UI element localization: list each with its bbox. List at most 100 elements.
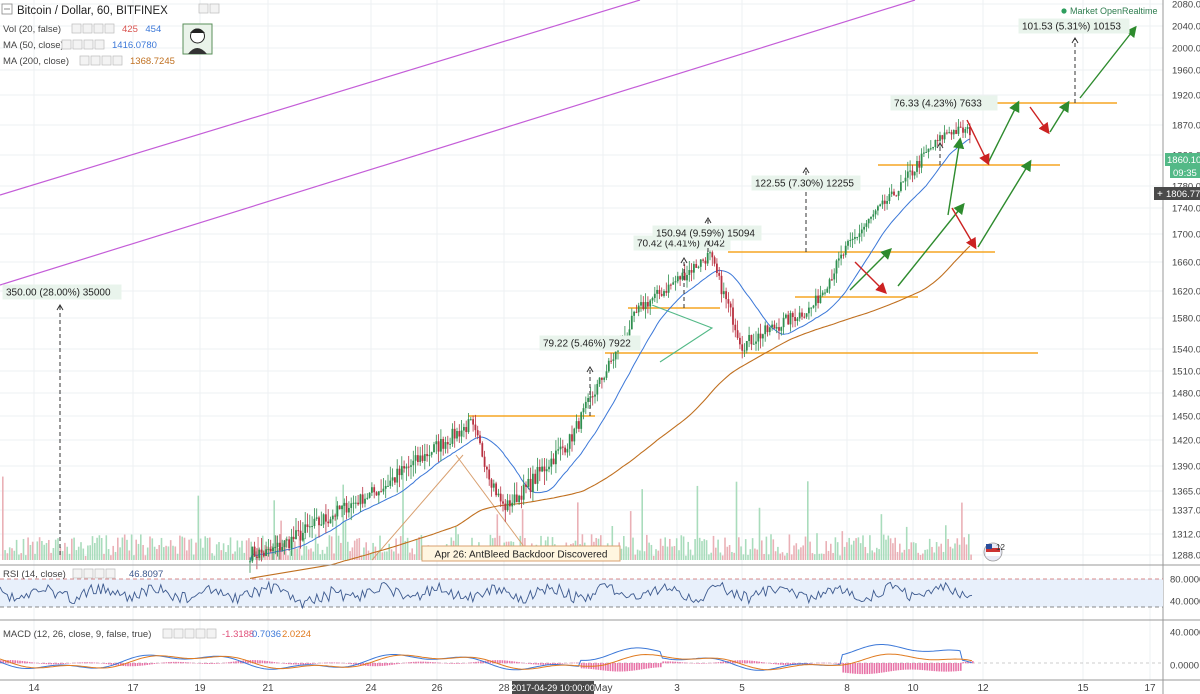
volume-bar [20,553,22,560]
candle-body [348,507,350,513]
macd-histogram-bar [180,661,182,664]
macd-histogram-bar [156,663,158,664]
macd-histogram-bar [211,663,213,664]
macd-histogram-bar [756,661,758,664]
candle-body [831,279,833,281]
candle-body [421,455,424,461]
indicator-icon-button[interactable] [82,23,93,34]
volume-bar [165,545,167,560]
header-icon-buttons[interactable] [198,3,220,14]
candle-body [902,181,905,183]
volume-bar [652,555,655,560]
crosshair-time-badge: 2017-04-29 10:00:00 [511,681,595,694]
volume-bar [765,536,768,560]
avatar[interactable] [182,23,213,55]
macd-histogram-bar [772,663,775,665]
candle-body [308,526,311,528]
volume-bar [811,553,814,560]
candle-body [304,524,307,533]
candle-body [925,151,928,153]
rsi-icon-buttons[interactable] [72,568,116,579]
volume-bar [333,553,335,560]
target-arrow-head [586,366,594,373]
macd-histogram-bar [132,663,134,667]
macd-histogram-bar [309,663,312,665]
volume-bar [908,549,910,560]
indicator-icon-button[interactable] [71,23,82,34]
volume-bar [839,555,841,560]
macd-histogram-bar [304,663,307,665]
events-flag-icon[interactable]: 12 [983,542,1005,562]
macd-value-1: -1.3188 [222,629,254,640]
time-axis[interactable]: 14 17 19 21 24 26 28 May 3 5 8 10 12 15 17 [28,683,1156,694]
candle-body [511,502,514,507]
volume-bar [195,542,197,560]
event-label[interactable]: Apr 26: AntBleed Backdoor Discovered [421,545,621,562]
red-projection-arrow [854,261,887,294]
channel-upper-line [0,0,641,196]
macd-histogram-bar [928,663,931,671]
macd-histogram-bar [535,663,537,665]
macd-histogram-bar [626,663,628,672]
volume-bar [712,535,715,560]
indicator-icon-button[interactable] [79,55,90,66]
symbol-title[interactable]: Bitcoin / Dollar, 60, BITFINEX [17,5,168,17]
volume-bar [225,551,227,560]
indicator-icon-button[interactable] [83,39,94,50]
volume-bar [54,539,57,560]
macd-histogram-bar [268,661,271,664]
macd-histogram-bar [88,662,91,664]
candle-body [545,469,548,472]
macd-histogram-bar [350,663,352,665]
macd-histogram-bar [148,663,151,665]
volume-bar [344,521,347,560]
macd-histogram-bar [532,663,535,665]
macd-histogram-bar [136,663,139,667]
macd-histogram-bar [837,663,840,664]
candle-body [469,419,472,421]
volume-bar [411,548,413,560]
macd-histogram-bar [547,663,549,665]
indicator-icon-button[interactable] [101,55,112,66]
volume-bar [938,546,940,560]
volume-bar [298,535,301,560]
volume-bar [11,548,13,560]
crosshair-plus-icon[interactable]: + [1157,189,1163,200]
macd-histogram-bar [554,663,556,665]
macd-histogram-bar [16,660,19,664]
volume-bar [774,551,777,560]
volume-bar [310,548,312,560]
volume-bar [636,549,639,560]
macd-histogram-bar [633,663,636,671]
volume-bar [646,534,648,560]
volume-bar [705,540,708,560]
volume-bar [43,544,45,560]
macd-histogram-bar [379,663,381,667]
volume-bar [64,542,66,560]
macd-histogram-bar [602,663,604,671]
volume-bar [144,555,147,560]
time-tick-label: 24 [365,683,377,694]
macd-histogram-bar [744,660,746,664]
indicator-icon-button[interactable] [90,55,101,66]
indicator-icon-button[interactable] [94,39,105,50]
indicator-icon-button[interactable] [93,23,104,34]
volume-bar [777,546,779,560]
macd-histogram-bar [45,663,48,665]
indicator-icon-button[interactable] [61,39,72,50]
price-axis[interactable]: 2080.00 2040.00 2000.00 1960.00 1920.00 1870.… [1170,0,1200,672]
candle-body [651,298,654,301]
macd-histogram-bar [177,661,180,664]
volume-bar [848,537,850,560]
macd-icon-buttons[interactable] [162,628,217,639]
volume-bar [29,544,32,560]
volume-bar [928,538,931,560]
candle-body [345,502,348,513]
macd-histogram-bar [926,663,928,671]
candle-body [486,466,488,470]
volume-bar [312,551,315,560]
indicator-icon-button[interactable] [72,39,83,50]
indicator-icon-button[interactable] [104,23,115,34]
indicator-icon-button[interactable] [112,55,123,66]
